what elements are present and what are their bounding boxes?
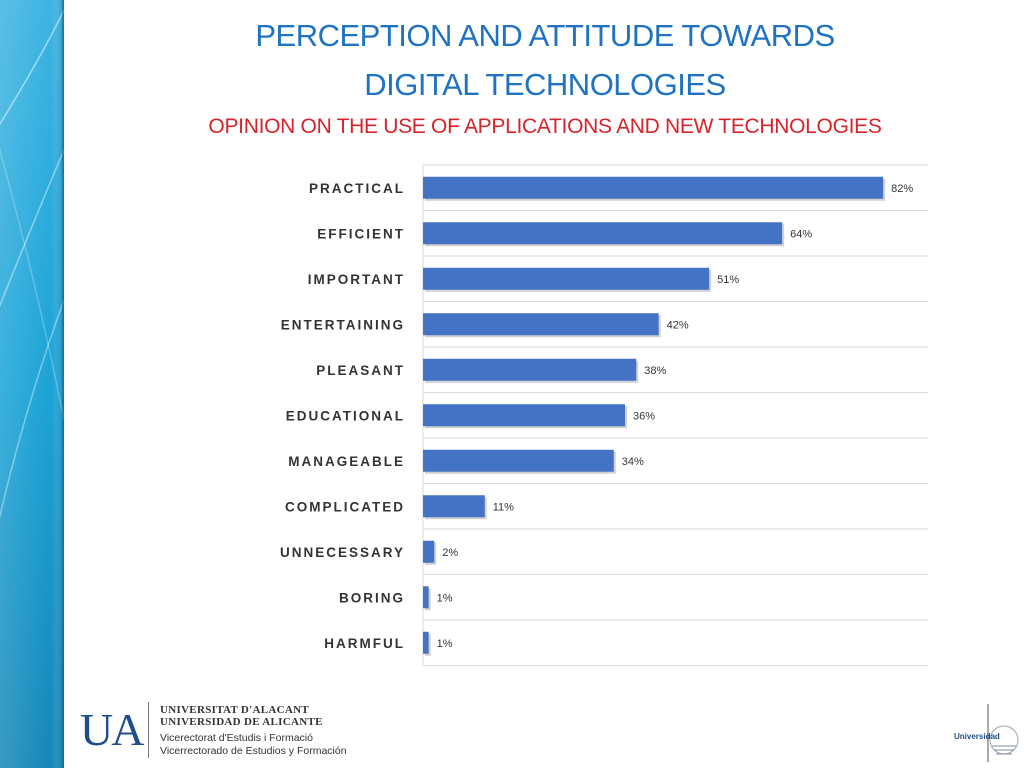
chart-bar: [423, 449, 614, 472]
chart-bar: [423, 540, 435, 563]
chart-bar: [423, 176, 884, 199]
chart-category-label: ENTERTAINING: [281, 317, 405, 332]
chart-value-label: 51%: [717, 274, 739, 286]
chart-category-label: PLEASANT: [316, 363, 405, 378]
chart-category-label: PRACTICAL: [309, 181, 405, 196]
chart-subtitle: OPINION ON THE USE OF APPLICATIONS AND N…: [208, 115, 882, 138]
chart-value-label: 2%: [442, 547, 458, 559]
chart-value-label: 38%: [644, 365, 666, 377]
chart-category-label: HARMFUL: [324, 636, 405, 651]
vice-rectorate-spanish: Vicerrectorado de Estudios y Formación: [160, 745, 347, 757]
chart-category-label: MANAGEABLE: [288, 454, 405, 469]
chart-value-label: 64%: [790, 228, 812, 240]
university-name-valencian: UNIVERSITAT D'ALACANT: [160, 704, 310, 716]
ua-logo-mark: UA: [80, 704, 144, 755]
vice-rectorate-valencian: Vicerectorat d'Estudis i Formació: [160, 732, 313, 744]
emblem-text: Universidad: [954, 732, 1000, 741]
chart-value-labels: 82% 64% 51% 42% 38% 36% 34% 11% 2% 1% 1%: [437, 183, 914, 650]
chart-bar: [423, 313, 659, 336]
bar-chart: PRACTICAL EFFICIENT IMPORTANT ENTERTAINING P…: [280, 164, 928, 666]
chart-bar: [423, 631, 429, 654]
chart-bar: [423, 358, 637, 381]
decorative-side-band: [0, 0, 64, 768]
chart-category-label: EDUCATIONAL: [286, 408, 405, 423]
chart-category-label: UNNECESSARY: [280, 545, 405, 560]
chart-value-label: 34%: [622, 456, 644, 468]
university-emblem: Universidad: [944, 700, 1020, 764]
chart-value-label: 42%: [667, 319, 689, 331]
chart-value-label: 1%: [437, 638, 453, 650]
chart-category-label: EFFICIENT: [317, 226, 405, 241]
chart-category-label: COMPLICATED: [285, 499, 405, 514]
chart-bars: [423, 176, 886, 656]
logo-divider: [148, 702, 149, 758]
page-title-line-1: PERCEPTION AND ATTITUDE TOWARDS: [255, 18, 835, 53]
chart-value-label: 36%: [633, 410, 655, 422]
chart-value-label: 11%: [493, 501, 514, 513]
chart-bar: [423, 404, 625, 427]
chart-value-label: 1%: [437, 592, 453, 604]
page-title-line-2: DIGITAL TECHNOLOGIES: [364, 67, 726, 102]
chart-category-label: IMPORTANT: [308, 272, 405, 287]
chart-bar: [423, 222, 783, 245]
chart-bar: [423, 495, 485, 518]
chart-bar: [423, 267, 710, 290]
university-name-spanish: UNIVERSIDAD DE ALICANTE: [160, 716, 323, 728]
chart-value-label: 82%: [891, 183, 913, 195]
chart-category-label: BORING: [339, 590, 405, 605]
chart-category-labels: PRACTICAL EFFICIENT IMPORTANT ENTERTAINING P…: [280, 181, 405, 651]
chart-bar: [423, 586, 429, 609]
